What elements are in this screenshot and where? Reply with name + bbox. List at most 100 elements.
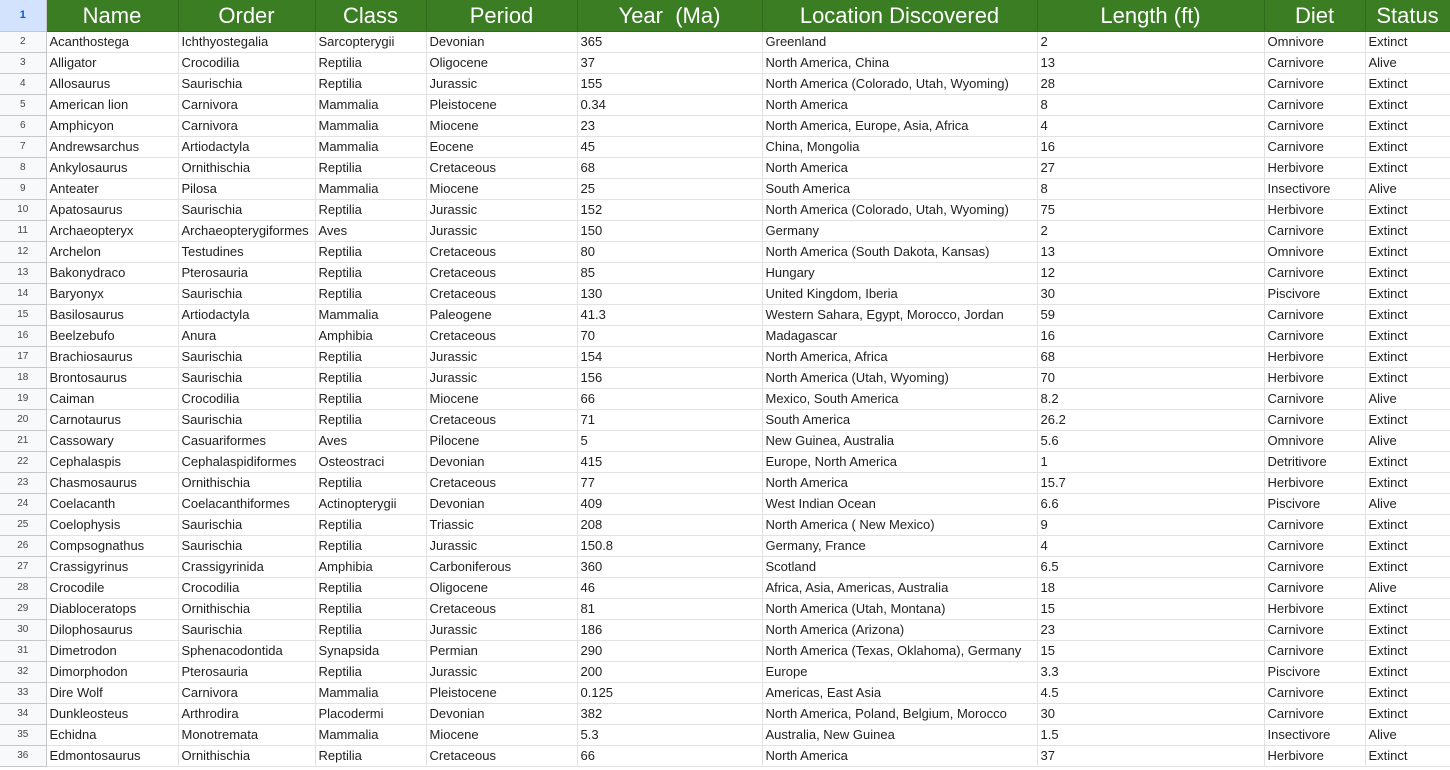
cell-period[interactable]: Pleistocene (426, 682, 578, 704)
cell-period[interactable]: Devonian (426, 703, 578, 725)
cell-year[interactable]: 37 (577, 52, 763, 74)
cell-length[interactable]: 3.3 (1037, 661, 1265, 683)
row-number[interactable]: 2 (0, 31, 47, 53)
cell-diet[interactable]: Insectivore (1264, 178, 1366, 200)
cell-location[interactable]: Europe (762, 661, 1038, 683)
cell-period[interactable]: Oligocene (426, 52, 578, 74)
cell-location[interactable]: China, Mongolia (762, 136, 1038, 158)
cell-diet[interactable]: Piscivore (1264, 283, 1366, 305)
cell-period[interactable]: Miocene (426, 115, 578, 137)
cell-location[interactable]: North America (Texas, Oklahoma), Germany (762, 640, 1038, 662)
cell-year[interactable]: 152 (577, 199, 763, 221)
row-number[interactable]: 3 (0, 52, 47, 74)
cell-location[interactable]: North America, Poland, Belgium, Morocco (762, 703, 1038, 725)
cell-year[interactable]: 81 (577, 598, 763, 620)
cell-location[interactable]: Germany (762, 220, 1038, 242)
cell-year[interactable]: 23 (577, 115, 763, 137)
cell-location[interactable]: Hungary (762, 262, 1038, 284)
cell-class[interactable]: Mammalia (315, 178, 427, 200)
cell-class[interactable]: Placodermi (315, 703, 427, 725)
cell-name[interactable]: Acanthostega (46, 31, 179, 53)
cell-period[interactable]: Jurassic (426, 661, 578, 683)
cell-year[interactable]: 46 (577, 577, 763, 599)
cell-diet[interactable]: Omnivore (1264, 430, 1366, 452)
row-number[interactable]: 8 (0, 157, 47, 179)
cell-name[interactable]: Archelon (46, 241, 179, 263)
cell-order[interactable]: Cephalaspidiformes (178, 451, 316, 473)
cell-period[interactable]: Jurassic (426, 73, 578, 95)
cell-name[interactable]: Crocodile (46, 577, 179, 599)
cell-class[interactable]: Reptilia (315, 262, 427, 284)
cell-order[interactable]: Casuariformes (178, 430, 316, 452)
cell-order[interactable]: Ornithischia (178, 598, 316, 620)
cell-order[interactable]: Carnivora (178, 682, 316, 704)
row-number[interactable]: 25 (0, 514, 47, 536)
cell-name[interactable]: Dilophosaurus (46, 619, 179, 641)
cell-period[interactable]: Devonian (426, 451, 578, 473)
cell-period[interactable]: Jurassic (426, 535, 578, 557)
cell-location[interactable]: North America (762, 94, 1038, 116)
cell-length[interactable]: 30 (1037, 703, 1265, 725)
cell-location[interactable]: North America (South Dakota, Kansas) (762, 241, 1038, 263)
cell-order[interactable]: Saurischia (178, 73, 316, 95)
cell-order[interactable]: Crocodilia (178, 388, 316, 410)
cell-diet[interactable]: Herbivore (1264, 346, 1366, 368)
cell-class[interactable]: Sarcopterygii (315, 31, 427, 53)
cell-name[interactable]: Cassowary (46, 430, 179, 452)
cell-location[interactable]: Americas, East Asia (762, 682, 1038, 704)
cell-location[interactable]: Madagascar (762, 325, 1038, 347)
cell-year[interactable]: 409 (577, 493, 763, 515)
cell-year[interactable]: 150.8 (577, 535, 763, 557)
column-header-length[interactable]: Length (ft) (1037, 0, 1265, 32)
cell-status[interactable]: Extinct (1365, 220, 1450, 242)
cell-name[interactable]: Echidna (46, 724, 179, 746)
row-number[interactable]: 26 (0, 535, 47, 557)
cell-name[interactable]: Compsognathus (46, 535, 179, 557)
cell-period[interactable]: Devonian (426, 31, 578, 53)
cell-status[interactable]: Extinct (1365, 640, 1450, 662)
cell-period[interactable]: Carboniferous (426, 556, 578, 578)
cell-name[interactable]: Baryonyx (46, 283, 179, 305)
cell-year[interactable]: 66 (577, 388, 763, 410)
cell-name[interactable]: Archaeopteryx (46, 220, 179, 242)
cell-year[interactable]: 186 (577, 619, 763, 641)
cell-status[interactable]: Extinct (1365, 598, 1450, 620)
row-number[interactable]: 9 (0, 178, 47, 200)
row-number[interactable]: 18 (0, 367, 47, 389)
cell-class[interactable]: Reptilia (315, 388, 427, 410)
cell-period[interactable]: Miocene (426, 724, 578, 746)
cell-diet[interactable]: Herbivore (1264, 598, 1366, 620)
cell-location[interactable]: Europe, North America (762, 451, 1038, 473)
cell-length[interactable]: 75 (1037, 199, 1265, 221)
cell-period[interactable]: Jurassic (426, 619, 578, 641)
column-header-diet[interactable]: Diet (1264, 0, 1366, 32)
row-number[interactable]: 36 (0, 745, 47, 767)
cell-status[interactable]: Extinct (1365, 304, 1450, 326)
cell-diet[interactable]: Carnivore (1264, 388, 1366, 410)
cell-class[interactable]: Mammalia (315, 115, 427, 137)
row-number[interactable]: 22 (0, 451, 47, 473)
column-header-order[interactable]: Order (178, 0, 316, 32)
cell-class[interactable]: Reptilia (315, 367, 427, 389)
cell-period[interactable]: Cretaceous (426, 157, 578, 179)
cell-status[interactable]: Alive (1365, 577, 1450, 599)
cell-location[interactable]: Greenland (762, 31, 1038, 53)
cell-period[interactable]: Triassic (426, 514, 578, 536)
cell-status[interactable]: Alive (1365, 52, 1450, 74)
cell-class[interactable]: Osteostraci (315, 451, 427, 473)
cell-location[interactable]: North America ( New Mexico) (762, 514, 1038, 536)
cell-name[interactable]: Coelacanth (46, 493, 179, 515)
cell-diet[interactable]: Carnivore (1264, 94, 1366, 116)
cell-status[interactable]: Extinct (1365, 73, 1450, 95)
cell-year[interactable]: 5.3 (577, 724, 763, 746)
row-number[interactable]: 10 (0, 199, 47, 221)
cell-diet[interactable]: Carnivore (1264, 52, 1366, 74)
cell-period[interactable]: Cretaceous (426, 745, 578, 767)
cell-length[interactable]: 4.5 (1037, 682, 1265, 704)
column-header-year[interactable]: Year (Ma) (577, 0, 763, 32)
cell-name[interactable]: Andrewsarchus (46, 136, 179, 158)
cell-order[interactable]: Artiodactyla (178, 136, 316, 158)
cell-diet[interactable]: Carnivore (1264, 304, 1366, 326)
cell-name[interactable]: Caiman (46, 388, 179, 410)
cell-order[interactable]: Ornithischia (178, 745, 316, 767)
